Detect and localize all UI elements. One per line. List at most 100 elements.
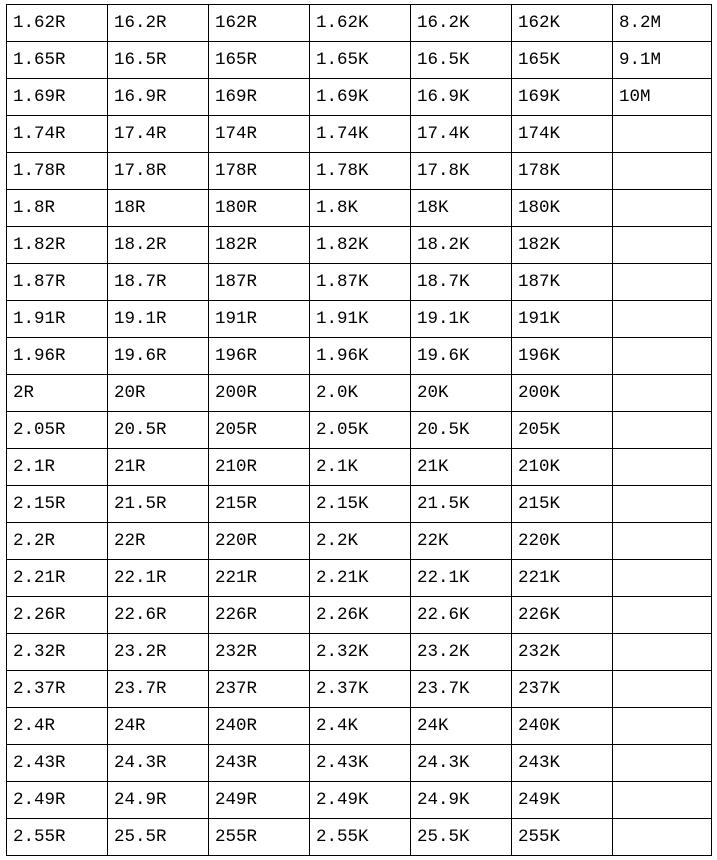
table-cell: 1.74K — [310, 116, 411, 153]
table-cell: 1.78K — [310, 153, 411, 190]
table-cell: 215K — [512, 486, 613, 523]
table-cell — [613, 338, 712, 375]
table-row: 2.1R21R210R2.1K21K210K — [7, 449, 712, 486]
table-cell: 24.9K — [411, 782, 512, 819]
table-cell: 200K — [512, 375, 613, 412]
resistor-value-table: 1.62R16.2R162R1.62K16.2K162K8.2M1.65R16.… — [6, 4, 712, 856]
table-cell: 232R — [209, 634, 310, 671]
table-cell: 23.2K — [411, 634, 512, 671]
table-row: 2.21R22.1R221R2.21K22.1K221K — [7, 560, 712, 597]
table-cell: 2.21R — [7, 560, 108, 597]
table-cell: 255K — [512, 819, 613, 856]
table-cell: 226R — [209, 597, 310, 634]
table-cell: 16.9R — [108, 79, 209, 116]
table-cell: 17.8K — [411, 153, 512, 190]
table-cell: 232K — [512, 634, 613, 671]
table-cell: 191K — [512, 301, 613, 338]
table-cell: 226K — [512, 597, 613, 634]
table-cell: 16.5K — [411, 42, 512, 79]
table-row: 1.8R18R180R1.8K18K180K — [7, 190, 712, 227]
table-cell — [613, 634, 712, 671]
table-cell: 2.32R — [7, 634, 108, 671]
table-cell: 18.2K — [411, 227, 512, 264]
table-cell: 2.2R — [7, 523, 108, 560]
table-row: 2.55R25.5R255R2.55K25.5K255K — [7, 819, 712, 856]
table-cell: 1.65R — [7, 42, 108, 79]
table-cell: 1.74R — [7, 116, 108, 153]
table-cell — [613, 116, 712, 153]
table-cell: 210K — [512, 449, 613, 486]
table-cell — [613, 449, 712, 486]
table-cell: 1.87R — [7, 264, 108, 301]
table-cell: 24.9R — [108, 782, 209, 819]
table-cell: 1.62K — [310, 5, 411, 42]
table-cell: 2.4R — [7, 708, 108, 745]
table-cell: 23.7K — [411, 671, 512, 708]
table-row: 1.62R16.2R162R1.62K16.2K162K8.2M — [7, 5, 712, 42]
resistor-value-table-container: 1.62R16.2R162R1.62K16.2K162K8.2M1.65R16.… — [0, 0, 717, 860]
table-cell: 22.6K — [411, 597, 512, 634]
table-cell: 182K — [512, 227, 613, 264]
table-cell: 1.65K — [310, 42, 411, 79]
table-cell: 191R — [209, 301, 310, 338]
table-cell: 21.5R — [108, 486, 209, 523]
table-cell — [613, 523, 712, 560]
table-cell: 20R — [108, 375, 209, 412]
table-cell — [613, 819, 712, 856]
table-row: 1.96R19.6R196R1.96K19.6K196K — [7, 338, 712, 375]
table-cell: 25.5R — [108, 819, 209, 856]
table-cell: 21.5K — [411, 486, 512, 523]
table-row: 2.26R22.6R226R2.26K22.6K226K — [7, 597, 712, 634]
table-cell: 1.62R — [7, 5, 108, 42]
table-cell: 243K — [512, 745, 613, 782]
table-cell: 240K — [512, 708, 613, 745]
table-cell: 243R — [209, 745, 310, 782]
table-cell: 237K — [512, 671, 613, 708]
table-cell: 2R — [7, 375, 108, 412]
table-cell: 2.2K — [310, 523, 411, 560]
table-cell — [613, 782, 712, 819]
table-row: 2.4R24R240R2.4K24K240K — [7, 708, 712, 745]
table-cell: 16.2K — [411, 5, 512, 42]
table-cell: 1.96R — [7, 338, 108, 375]
table-cell: 1.8K — [310, 190, 411, 227]
table-cell: 2.43R — [7, 745, 108, 782]
table-cell: 23.7R — [108, 671, 209, 708]
table-cell: 16.9K — [411, 79, 512, 116]
table-cell: 165K — [512, 42, 613, 79]
table-cell: 2.37R — [7, 671, 108, 708]
table-cell: 21K — [411, 449, 512, 486]
table-cell: 2.1K — [310, 449, 411, 486]
table-cell: 16.2R — [108, 5, 209, 42]
table-cell: 18R — [108, 190, 209, 227]
table-cell: 2.21K — [310, 560, 411, 597]
table-row: 2.05R20.5R205R2.05K20.5K205K — [7, 412, 712, 449]
table-cell: 17.4R — [108, 116, 209, 153]
table-cell: 2.15K — [310, 486, 411, 523]
table-cell: 2.0K — [310, 375, 411, 412]
table-cell: 237R — [209, 671, 310, 708]
table-cell: 220K — [512, 523, 613, 560]
table-cell — [613, 412, 712, 449]
table-cell: 1.91K — [310, 301, 411, 338]
table-cell: 1.82R — [7, 227, 108, 264]
table-cell: 162R — [209, 5, 310, 42]
table-cell: 205K — [512, 412, 613, 449]
table-cell — [613, 708, 712, 745]
table-cell: 240R — [209, 708, 310, 745]
table-cell: 17.8R — [108, 153, 209, 190]
table-row: 1.74R17.4R174R1.74K17.4K174K — [7, 116, 712, 153]
table-cell: 1.82K — [310, 227, 411, 264]
table-cell: 19.6R — [108, 338, 209, 375]
table-cell: 165R — [209, 42, 310, 79]
table-cell: 18.7K — [411, 264, 512, 301]
table-cell — [613, 153, 712, 190]
table-cell: 20.5R — [108, 412, 209, 449]
table-row: 2.37R23.7R237R2.37K23.7K237K — [7, 671, 712, 708]
table-cell: 205R — [209, 412, 310, 449]
table-cell: 169R — [209, 79, 310, 116]
table-cell: 174R — [209, 116, 310, 153]
table-cell: 174K — [512, 116, 613, 153]
table-cell: 1.78R — [7, 153, 108, 190]
table-row: 1.91R19.1R191R1.91K19.1K191K — [7, 301, 712, 338]
